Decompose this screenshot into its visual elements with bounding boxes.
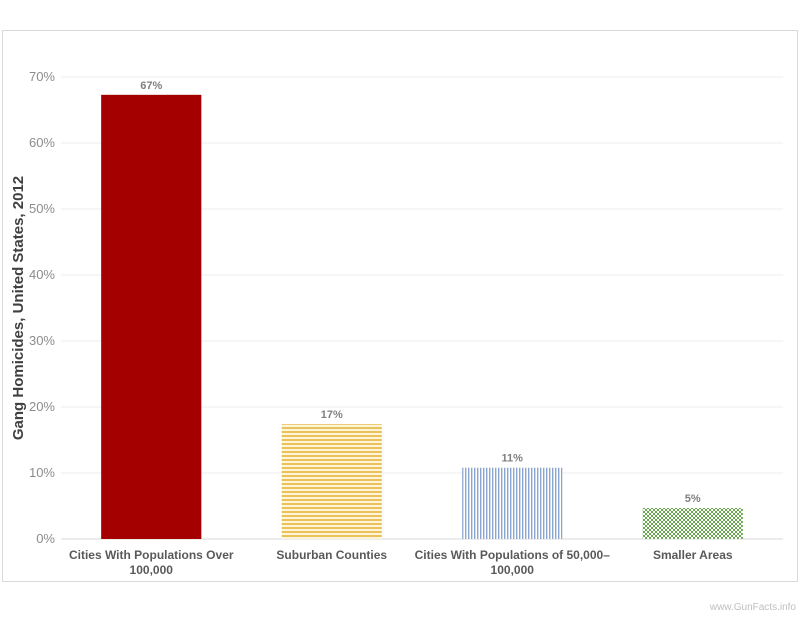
- data-label: 5%: [685, 493, 701, 505]
- y-axis-ticks: 0% 10% 20% 30% 40% 50% 60% 70%: [29, 69, 55, 546]
- category-label: 100,000: [130, 563, 174, 577]
- bar: [281, 424, 382, 539]
- bar-chart: Gang Homicides, United States, 2012 0% 10…: [10, 69, 783, 577]
- bar: [462, 467, 563, 539]
- y-tick-label: 70%: [29, 69, 55, 84]
- y-tick-label: 60%: [29, 135, 55, 150]
- y-tick-label: 50%: [29, 201, 55, 216]
- y-tick-label: 10%: [29, 465, 55, 480]
- y-tick-label: 30%: [29, 333, 55, 348]
- y-tick-label: 40%: [29, 267, 55, 282]
- bar: [642, 507, 743, 539]
- y-tick-label: 0%: [36, 531, 55, 546]
- category-label: Cities With Populations Over: [69, 548, 234, 562]
- y-tick-label: 20%: [29, 399, 55, 414]
- category-label: Suburban Counties: [276, 548, 387, 562]
- bar: [101, 94, 202, 539]
- category-label: Smaller Areas: [653, 548, 733, 562]
- data-label: 17%: [321, 409, 343, 421]
- data-label: 11%: [502, 453, 524, 465]
- category-label: Cities With Populations of 50,000–: [415, 548, 611, 562]
- x-axis-categories: Cities With Populations Over100,000Subur…: [69, 548, 733, 577]
- data-label: 67%: [140, 80, 162, 92]
- watermark: www.GunFacts.info: [709, 602, 796, 613]
- data-labels: 67% 17% 11% 5%: [140, 80, 701, 505]
- bars: [101, 94, 743, 539]
- category-label: 100,000: [491, 563, 535, 577]
- chart-frame: Gang Homicides, United States, 2012 0% 10…: [2, 30, 798, 582]
- y-axis-label: Gang Homicides, United States, 2012: [10, 176, 27, 440]
